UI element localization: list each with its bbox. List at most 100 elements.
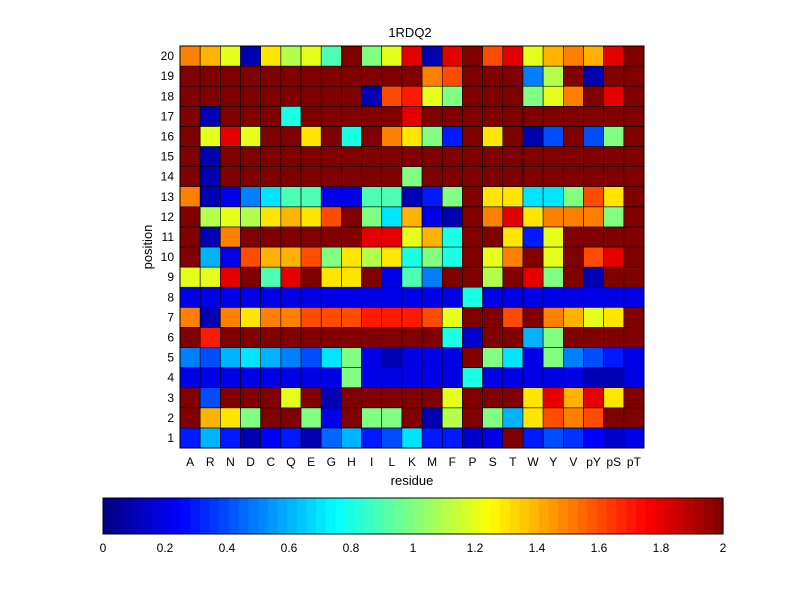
heatmap-cell xyxy=(341,186,362,208)
heatmap-cell xyxy=(462,186,483,208)
heatmap-cell xyxy=(421,186,443,208)
y-tick-label: 7 xyxy=(167,310,174,324)
heatmap-cell xyxy=(563,327,584,348)
heatmap-cell xyxy=(199,45,221,67)
heatmap-cell xyxy=(341,65,362,87)
heatmap-cell xyxy=(542,286,564,308)
heatmap-cell xyxy=(220,65,241,87)
heatmap-cell xyxy=(502,65,524,87)
x-tick-label: S xyxy=(489,455,497,469)
heatmap-cell xyxy=(583,367,604,389)
heatmap-cell xyxy=(563,226,584,248)
chart-title: 1RDQ2 xyxy=(388,25,431,40)
x-tick-label: N xyxy=(226,455,235,469)
heatmap-cell xyxy=(361,246,383,268)
heatmap-cell xyxy=(179,85,201,107)
heatmap-cell xyxy=(522,106,544,127)
heatmap-cell xyxy=(583,407,604,429)
colorbar-segment xyxy=(345,498,356,534)
heatmap-cell xyxy=(603,206,625,228)
colorbar-segment xyxy=(306,498,317,534)
heatmap-cell xyxy=(260,387,282,409)
heatmap-cell xyxy=(623,286,645,308)
heatmap-cell xyxy=(522,327,544,348)
heatmap-cell xyxy=(199,186,221,208)
heatmap-cell xyxy=(361,226,383,248)
heatmap-cell xyxy=(240,427,261,449)
heatmap-cell xyxy=(522,166,544,188)
heatmap-cell xyxy=(260,347,282,368)
heatmap-cell xyxy=(260,246,282,268)
y-tick-label: 13 xyxy=(161,190,175,204)
heatmap-cell xyxy=(320,45,342,67)
colorbar-segment xyxy=(684,498,695,534)
heatmap-cells xyxy=(179,45,645,449)
heatmap-cell xyxy=(220,407,241,429)
heatmap-cell xyxy=(482,106,504,127)
heatmap-cell xyxy=(260,186,282,208)
heatmap-cell xyxy=(280,226,302,248)
heatmap-cell xyxy=(583,45,604,67)
heatmap-cell xyxy=(522,45,544,67)
x-tick-label: M xyxy=(427,455,437,469)
heatmap-cell xyxy=(361,65,383,87)
heatmap-cell xyxy=(381,427,403,449)
heatmap-cell xyxy=(623,387,645,409)
heatmap-cell xyxy=(260,166,282,188)
heatmap-cell xyxy=(361,306,383,328)
colorbar-segment xyxy=(209,498,220,534)
heatmap-cell xyxy=(542,226,564,248)
heatmap-cell xyxy=(583,106,604,127)
x-tick-label: D xyxy=(246,455,255,469)
heatmap-cell xyxy=(381,166,403,188)
heatmap-cell xyxy=(179,45,201,67)
heatmap-cell xyxy=(421,266,443,288)
heatmap-cell xyxy=(401,206,423,228)
heatmap-cell xyxy=(441,367,463,389)
heatmap-cell xyxy=(522,186,544,208)
colorbar-segment xyxy=(664,498,676,534)
heatmap-cell xyxy=(199,327,221,348)
heatmap-cell xyxy=(320,186,342,208)
heatmap-cell xyxy=(240,166,261,188)
y-tick-label: 12 xyxy=(161,210,175,224)
colorbar-segment xyxy=(103,498,114,534)
heatmap-cell xyxy=(260,106,282,127)
colorbar-segment xyxy=(161,498,172,534)
heatmap-cell xyxy=(341,266,362,288)
heatmap-cell xyxy=(563,85,584,107)
heatmap-cell xyxy=(462,306,483,328)
heatmap-cell xyxy=(421,146,443,167)
x-tick-label: F xyxy=(449,455,456,469)
heatmap-cell xyxy=(361,347,383,368)
colorbar-segment xyxy=(383,498,395,534)
heatmap-cell xyxy=(603,306,625,328)
colorbar-tick-label: 1.6 xyxy=(591,541,608,555)
heatmap-cell xyxy=(361,387,383,409)
heatmap-cell xyxy=(220,327,241,348)
heatmap-cell xyxy=(240,126,261,147)
heatmap-cell xyxy=(341,407,362,429)
colorbar-segment xyxy=(645,498,656,534)
heatmap-cell xyxy=(522,367,544,389)
heatmap-cell xyxy=(482,327,504,348)
colorbar-segment xyxy=(500,498,511,534)
heatmap-cell xyxy=(603,85,625,107)
heatmap-cell xyxy=(421,367,443,389)
heatmap-cell xyxy=(341,226,362,248)
heatmap-cell xyxy=(502,126,524,147)
heatmap-cell xyxy=(179,206,201,228)
heatmap-cell xyxy=(623,367,645,389)
heatmap-cell xyxy=(583,347,604,368)
y-tick-label: 5 xyxy=(167,351,174,365)
heatmap-cell xyxy=(542,387,564,409)
heatmap-cell xyxy=(482,85,504,107)
heatmap-cell xyxy=(320,246,342,268)
plot-frame xyxy=(179,45,645,449)
heatmap-cell xyxy=(401,306,423,328)
heatmap-cell xyxy=(482,407,504,429)
heatmap-cell xyxy=(563,186,584,208)
heatmap-cell xyxy=(260,206,282,228)
heatmap-cell xyxy=(179,126,201,147)
